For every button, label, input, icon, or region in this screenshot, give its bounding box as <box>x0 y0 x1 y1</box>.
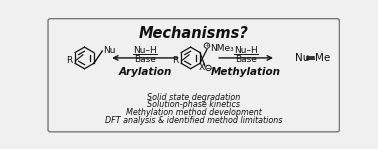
Text: Solution-phase kinetics: Solution-phase kinetics <box>147 100 240 109</box>
Text: Mechanisms?: Mechanisms? <box>139 26 249 41</box>
Text: Base: Base <box>134 55 156 64</box>
FancyBboxPatch shape <box>48 19 339 132</box>
Text: R: R <box>66 56 72 65</box>
Text: Nu–H: Nu–H <box>133 46 157 55</box>
Text: DFT analysis & identified method limitations: DFT analysis & identified method limitat… <box>105 116 282 125</box>
Text: Solid state degradation: Solid state degradation <box>147 93 240 102</box>
Text: R: R <box>172 56 178 65</box>
Text: Nu: Nu <box>295 53 310 63</box>
Circle shape <box>204 43 210 48</box>
Text: Nu: Nu <box>103 46 116 55</box>
Circle shape <box>206 65 211 71</box>
Text: Methylation: Methylation <box>211 67 281 77</box>
Text: −: − <box>206 65 211 70</box>
Text: Arylation: Arylation <box>118 67 172 77</box>
Text: Methylation method development: Methylation method development <box>126 108 262 117</box>
Text: Nu–H: Nu–H <box>234 46 258 55</box>
Text: Me: Me <box>314 53 330 63</box>
Text: NMe₃: NMe₃ <box>210 44 234 53</box>
Text: Base: Base <box>235 55 257 64</box>
Text: +: + <box>204 43 209 48</box>
Text: X: X <box>198 63 204 72</box>
